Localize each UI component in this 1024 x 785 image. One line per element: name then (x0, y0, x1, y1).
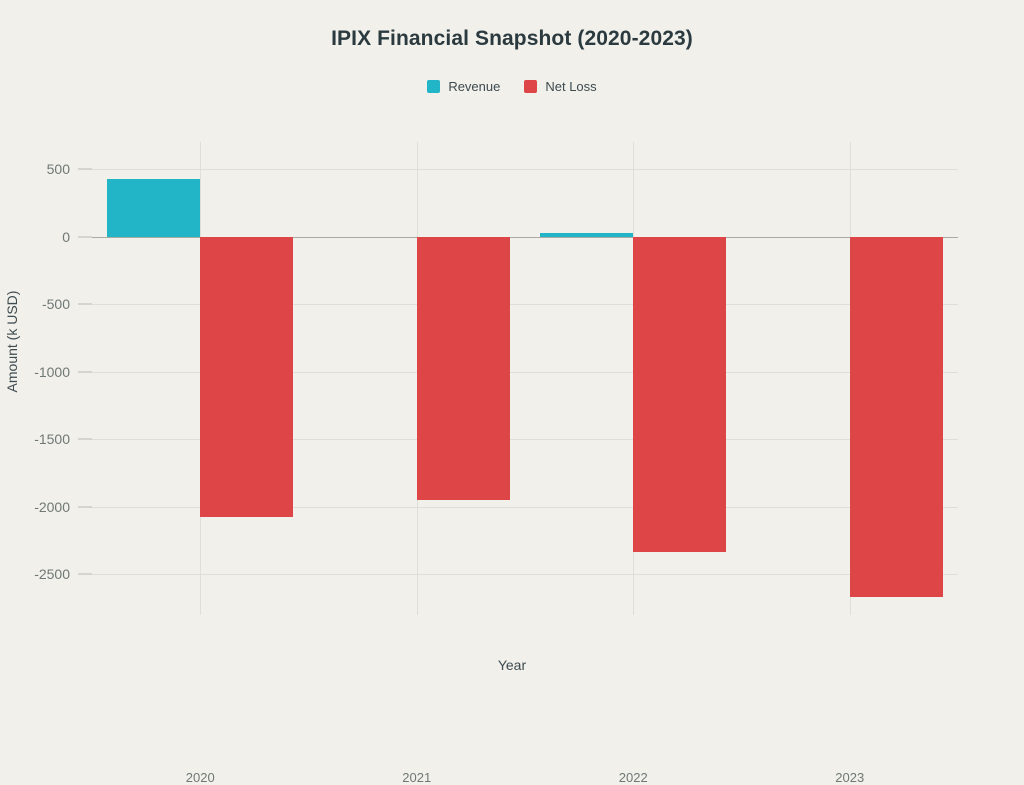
x-tick-label-2020: 2020 (185, 770, 215, 785)
y-gridline (92, 371, 958, 373)
chart-figure: IPIX Financial Snapshot (2020-2023) Reve… (0, 27, 1024, 785)
legend-item-net-loss[interactable]: Net Loss (524, 79, 597, 94)
y-gridline (92, 439, 958, 441)
y-tick-mark (78, 168, 92, 170)
bar-revenue-2020[interactable] (107, 179, 201, 237)
y-tick-mark (78, 506, 92, 508)
bar-net-loss-2020[interactable] (200, 236, 294, 518)
y-tick-label: -2000 (34, 498, 70, 515)
x-tick-label-2021: 2021 (402, 770, 432, 785)
legend-label-revenue: Revenue (448, 79, 501, 94)
y-tick-label: 500 (46, 161, 70, 178)
bar-net-loss-2023[interactable] (849, 236, 943, 597)
legend-item-revenue[interactable]: Revenue (427, 79, 500, 94)
bar-net-loss-2022[interactable] (633, 236, 727, 553)
y-tick-label: -2500 (34, 566, 70, 583)
y-gridline (92, 304, 958, 306)
bar-revenue-2022[interactable] (540, 233, 634, 237)
y-gridline (92, 574, 958, 576)
y-tick-label: 0 (62, 228, 70, 245)
y-gridline (92, 169, 958, 171)
y-tick-label: -500 (41, 296, 70, 313)
y-tick-mark (78, 573, 92, 575)
y-tick-mark (78, 438, 92, 440)
x-tick-label-2022: 2022 (618, 770, 648, 785)
chart-legend: Revenue Net Loss (0, 79, 1024, 94)
y-tick-label: -1500 (34, 431, 70, 448)
legend-swatch-net-loss (524, 80, 538, 93)
y-tick-mark (78, 303, 92, 305)
bar-net-loss-2021[interactable] (416, 236, 510, 500)
x-axis-title: Year (497, 657, 527, 673)
y-tick-label: -1000 (34, 363, 70, 380)
y-tick-mark (78, 236, 92, 238)
x-tick-label-2023: 2023 (835, 770, 865, 785)
plot-area: 500 0 -500 -1000 -1500 -2000 -2500 2020 2021 2022… (34, 142, 958, 785)
legend-swatch-revenue (427, 80, 441, 93)
y-gridline (92, 506, 958, 508)
chart-title: IPIX Financial Snapshot (2020-2023) (331, 27, 693, 50)
y-tick-mark (78, 371, 92, 373)
legend-label-net-loss: Net Loss (545, 79, 597, 94)
y-gridline (92, 236, 958, 238)
